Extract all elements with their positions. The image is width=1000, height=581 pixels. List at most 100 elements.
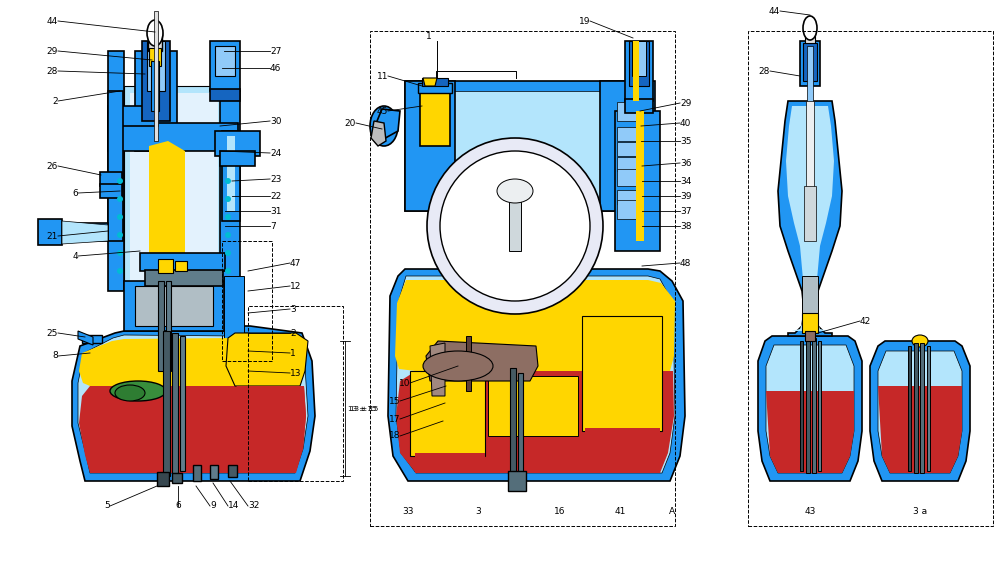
Text: 40: 40 bbox=[680, 119, 691, 127]
Ellipse shape bbox=[117, 268, 123, 274]
Bar bbox=[625, 99, 653, 113]
Ellipse shape bbox=[225, 178, 231, 184]
Text: 41: 41 bbox=[614, 507, 626, 515]
Bar bbox=[108, 106, 158, 126]
Polygon shape bbox=[79, 386, 306, 473]
Bar bbox=[615, 111, 660, 251]
Bar bbox=[812, 338, 816, 473]
Polygon shape bbox=[227, 386, 306, 473]
Bar bbox=[908, 346, 911, 471]
Bar bbox=[632, 41, 646, 76]
Bar bbox=[920, 343, 924, 473]
Bar bbox=[508, 471, 526, 491]
Text: 3 a: 3 a bbox=[913, 507, 927, 515]
Text: 25: 25 bbox=[47, 328, 58, 338]
Ellipse shape bbox=[370, 106, 398, 146]
Text: 30: 30 bbox=[270, 117, 282, 125]
Text: 19: 19 bbox=[578, 16, 590, 26]
Text: 44: 44 bbox=[769, 6, 780, 16]
Polygon shape bbox=[72, 326, 315, 481]
Polygon shape bbox=[371, 121, 386, 146]
Text: 1: 1 bbox=[426, 31, 432, 41]
Text: 37: 37 bbox=[680, 206, 692, 216]
Text: 5: 5 bbox=[104, 501, 110, 511]
Text: 44: 44 bbox=[47, 16, 58, 26]
Bar bbox=[617, 142, 642, 156]
Bar bbox=[418, 83, 452, 93]
Text: 38: 38 bbox=[680, 221, 692, 231]
Bar bbox=[914, 343, 918, 473]
Ellipse shape bbox=[225, 214, 231, 220]
Text: 47: 47 bbox=[290, 259, 301, 267]
Bar bbox=[215, 46, 235, 76]
Bar bbox=[804, 186, 816, 241]
Text: 28: 28 bbox=[759, 66, 770, 76]
Text: 27: 27 bbox=[270, 46, 281, 56]
Polygon shape bbox=[426, 341, 538, 381]
Polygon shape bbox=[62, 221, 108, 244]
Bar bbox=[158, 259, 173, 273]
Bar bbox=[800, 341, 803, 471]
Bar bbox=[166, 281, 171, 371]
Bar bbox=[415, 453, 485, 473]
Bar bbox=[149, 48, 161, 66]
Ellipse shape bbox=[225, 232, 231, 238]
Bar bbox=[802, 313, 818, 333]
Polygon shape bbox=[778, 101, 842, 336]
Ellipse shape bbox=[117, 214, 123, 220]
Ellipse shape bbox=[225, 196, 231, 202]
Bar bbox=[248, 306, 343, 481]
Bar bbox=[148, 33, 162, 51]
Text: 16: 16 bbox=[554, 507, 566, 515]
Bar bbox=[420, 86, 450, 146]
Bar bbox=[748, 31, 993, 526]
Ellipse shape bbox=[427, 138, 603, 314]
Bar bbox=[510, 368, 516, 473]
Bar bbox=[140, 253, 225, 271]
Polygon shape bbox=[226, 333, 308, 386]
Text: 23: 23 bbox=[270, 174, 281, 184]
Ellipse shape bbox=[225, 250, 231, 256]
Bar bbox=[193, 465, 201, 481]
Bar bbox=[158, 281, 164, 371]
Bar bbox=[518, 373, 523, 473]
Ellipse shape bbox=[117, 232, 123, 238]
Bar bbox=[927, 346, 930, 471]
Bar bbox=[220, 91, 240, 291]
Ellipse shape bbox=[117, 250, 123, 256]
Bar bbox=[807, 46, 813, 191]
Bar bbox=[805, 28, 815, 46]
Bar bbox=[100, 172, 122, 186]
Ellipse shape bbox=[110, 381, 166, 401]
Polygon shape bbox=[786, 106, 834, 331]
Text: 32: 32 bbox=[248, 501, 259, 511]
Polygon shape bbox=[766, 345, 854, 473]
Polygon shape bbox=[78, 333, 308, 473]
Polygon shape bbox=[396, 276, 675, 473]
Text: 33: 33 bbox=[402, 507, 414, 515]
Ellipse shape bbox=[115, 385, 145, 401]
Bar bbox=[82, 335, 102, 343]
Text: 29: 29 bbox=[47, 46, 58, 56]
Bar bbox=[142, 41, 170, 121]
Ellipse shape bbox=[912, 335, 928, 347]
Bar bbox=[172, 333, 178, 473]
Bar bbox=[585, 428, 660, 473]
Text: 20: 20 bbox=[345, 119, 356, 127]
Text: 39: 39 bbox=[680, 192, 692, 200]
Bar bbox=[222, 241, 272, 361]
Bar bbox=[210, 465, 218, 479]
Text: 36: 36 bbox=[680, 159, 692, 167]
Text: 7: 7 bbox=[270, 221, 276, 231]
Bar bbox=[415, 91, 640, 201]
Bar bbox=[405, 81, 455, 211]
Text: 45: 45 bbox=[377, 106, 388, 116]
Bar bbox=[151, 61, 159, 111]
Ellipse shape bbox=[225, 268, 231, 274]
Text: 3: 3 bbox=[475, 507, 481, 515]
Bar bbox=[636, 111, 644, 241]
Text: 22: 22 bbox=[270, 192, 281, 200]
Polygon shape bbox=[395, 280, 675, 371]
Bar bbox=[145, 270, 223, 286]
Bar bbox=[806, 101, 814, 191]
